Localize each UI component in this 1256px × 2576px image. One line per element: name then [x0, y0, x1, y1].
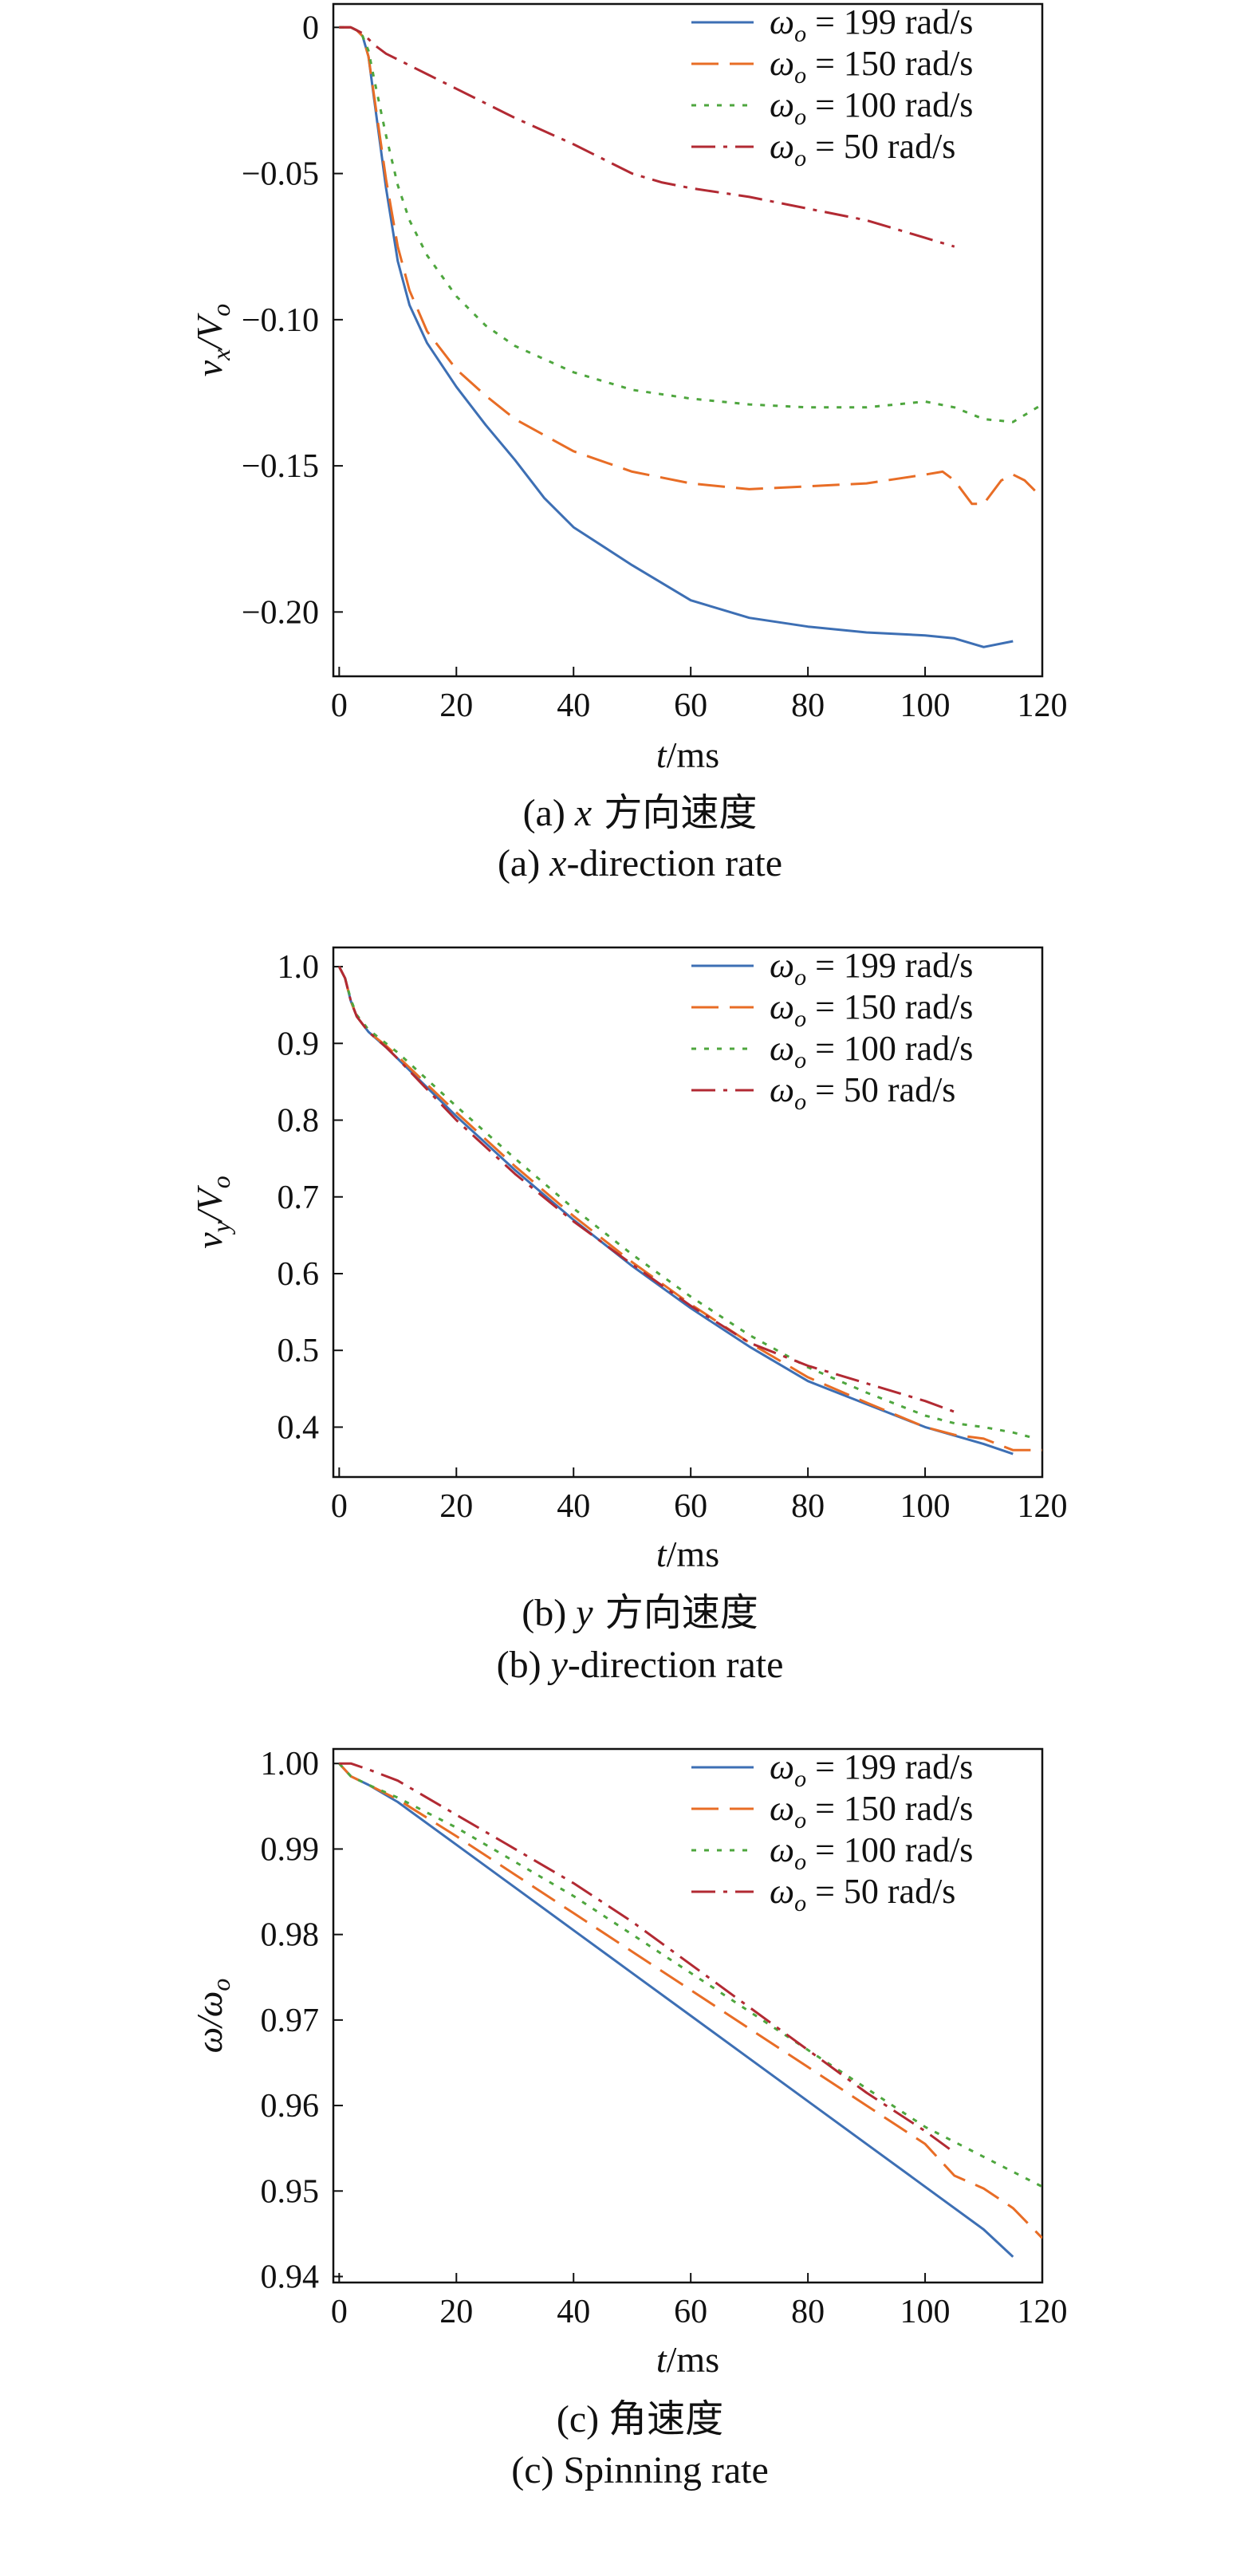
x-tick-label: 60 — [674, 1488, 707, 1525]
chart-panel-0: 0 20 40 60 80 100 120 0 −0.05 −0.10 −0.15 −0.20 ωo =… — [189, 2, 1068, 884]
x-tick-label: 80 — [791, 1488, 825, 1525]
x-tick-label: 120 — [1018, 2294, 1068, 2330]
x-tick-label: 40 — [557, 687, 590, 724]
x-tick-label: 80 — [791, 687, 825, 724]
series-line-3 — [337, 966, 955, 1413]
plot-frame — [332, 1747, 1044, 2284]
legend-label: ωo = 50 rad/s — [770, 1872, 955, 1916]
caption-chinese: (a) x 方向速度 — [523, 790, 758, 835]
y-tick-label: 0.9 — [278, 1026, 320, 1062]
y-tick-label: 0.6 — [278, 1256, 320, 1293]
x-tick-label: 80 — [791, 2294, 825, 2330]
x-tick-label: 0 — [331, 1488, 348, 1525]
y-tick-label: 0.94 — [261, 2259, 320, 2295]
y-tick-label: 0.5 — [278, 1333, 320, 1369]
y-tick-label: −0.10 — [242, 302, 319, 339]
caption-chinese: (c) 角速度 — [557, 2397, 723, 2441]
chart-panel-1: 0 20 40 60 80 100 120 1.0 0.9 0.8 0.7 0.6 0.5 0.4 ωo =… — [189, 946, 1068, 1686]
x-tick-label: 60 — [674, 687, 707, 724]
legend-label: ωo = 50 rad/s — [770, 127, 955, 171]
series-line-1 — [339, 26, 1042, 506]
y-tick-label: 0.97 — [261, 2003, 320, 2039]
x-tick-label: 60 — [674, 2294, 707, 2330]
x-tick-label: 120 — [1018, 1488, 1068, 1525]
y-tick-label: 0.95 — [261, 2173, 320, 2210]
x-tick-label: 0 — [331, 2294, 348, 2330]
legend-label: ωo = 199 rad/s — [770, 2, 973, 47]
caption-english: (c) Spinning rate — [511, 2449, 769, 2491]
legend-label: ωo = 150 rad/s — [770, 987, 973, 1032]
x-tick-label: 100 — [900, 687, 951, 724]
y-tick-label: 0.7 — [278, 1180, 320, 1216]
y-tick-label: 0.8 — [278, 1103, 320, 1140]
x-tick-label: 40 — [557, 1488, 590, 1525]
legend-label: ωo = 50 rad/s — [770, 1070, 955, 1115]
legend-label: ωo = 150 rad/s — [770, 1789, 973, 1834]
x-tick-label: 100 — [900, 2294, 951, 2330]
y-axis-label: vx/Vo — [189, 304, 235, 377]
series-line-1 — [338, 1763, 1042, 2239]
y-tick-label: −0.15 — [242, 448, 319, 485]
series-line-2 — [338, 1763, 1042, 2188]
x-tick-label: 0 — [331, 687, 348, 724]
legend-label: ωo = 150 rad/s — [770, 44, 973, 89]
series-line-3 — [339, 1762, 955, 2154]
x-tick-label: 20 — [439, 2294, 473, 2330]
series-line-3 — [339, 26, 955, 248]
x-tick-label: 120 — [1018, 687, 1068, 724]
chart-panel-2: 0 20 40 60 80 100 120 1.00 0.99 0.98 0.97 0.96 0.95 0… — [189, 1746, 1068, 2491]
y-tick-label: 0.96 — [261, 2088, 320, 2125]
legend-label: ωo = 100 rad/s — [770, 1830, 973, 1875]
plot-frame — [332, 2, 1044, 678]
plot-frame — [332, 946, 1044, 1479]
legend-label: ωo = 100 rad/s — [770, 85, 973, 130]
y-axis-label: vy/Vo — [189, 1176, 235, 1249]
y-tick-label: 0 — [302, 10, 319, 46]
legend-label: ωo = 199 rad/s — [770, 1747, 973, 1792]
caption-english: (b) y-direction rate — [497, 1644, 784, 1686]
x-tick-label: 40 — [557, 2294, 590, 2330]
caption-chinese: (b) y 方向速度 — [522, 1590, 758, 1635]
legend-label: ωo = 199 rad/s — [770, 946, 973, 991]
series-line-2 — [339, 26, 1042, 423]
y-tick-label: 1.00 — [261, 1746, 320, 1782]
y-tick-label: 0.4 — [278, 1409, 320, 1446]
caption-english: (a) x-direction rate — [498, 842, 782, 884]
x-tick-label: 100 — [900, 1488, 951, 1525]
x-axis-label: t/ms — [656, 1534, 719, 1574]
x-tick-label: 20 — [439, 1488, 473, 1525]
y-tick-label: −0.05 — [242, 156, 319, 193]
y-tick-label: −0.20 — [242, 594, 319, 631]
x-axis-label: t/ms — [656, 735, 719, 775]
y-tick-label: 0.99 — [261, 1831, 320, 1868]
y-tick-label: 1.0 — [278, 949, 320, 986]
x-axis-label: t/ms — [656, 2339, 719, 2380]
y-axis-label: ω/ωo — [189, 1979, 235, 2054]
legend-label: ωo = 100 rad/s — [770, 1029, 973, 1073]
x-tick-label: 20 — [439, 687, 473, 724]
y-tick-label: 0.98 — [261, 1917, 320, 1954]
